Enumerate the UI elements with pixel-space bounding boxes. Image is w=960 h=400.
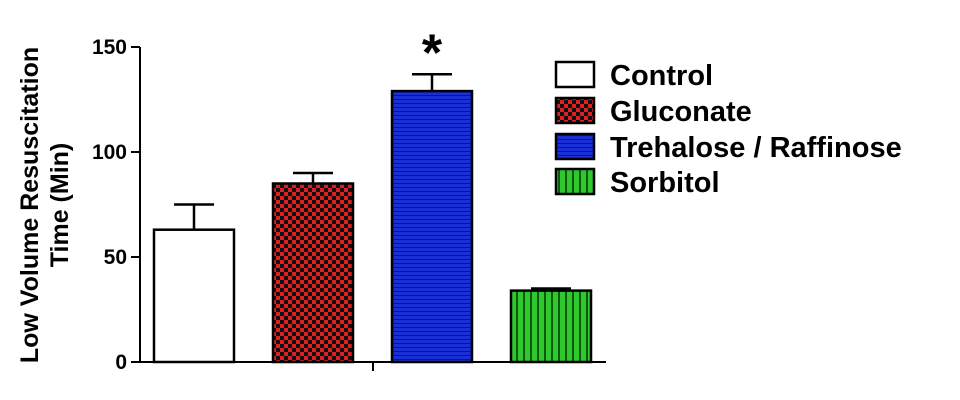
legend-label-trehalose-raffinose: Trehalose / Raffinose (610, 132, 902, 164)
bars-group (152, 89, 593, 364)
x-axis (140, 361, 606, 371)
error-bars-group (174, 73, 571, 291)
bar-control (152, 228, 236, 364)
y-axis-title-line-1: Low Volume Resuscitation (16, 47, 44, 363)
y-tick-label: 0 (115, 351, 127, 374)
legend-label-control: Control (610, 60, 713, 92)
y-tick-label: 50 (104, 246, 127, 269)
bar-gluconate (271, 182, 355, 364)
legend-swatch-control (554, 60, 596, 89)
legend-swatch-sorbitol (554, 167, 596, 196)
legend-swatch-gluconate (554, 96, 596, 125)
y-axis: 0 50 100 150 (92, 36, 141, 374)
bar-trehalose-raffinose (390, 89, 474, 364)
legend-swatch-trehalose-raffinose (554, 132, 596, 161)
y-tick-label: 150 (92, 36, 127, 59)
y-tick-label: 100 (92, 141, 127, 164)
annotations-group: * (422, 24, 443, 82)
y-axis-title-line-2: Time (Min) (46, 143, 74, 268)
significance-annotation: * (422, 24, 443, 82)
legend-label-gluconate: Gluconate (610, 96, 752, 128)
y-axis-title: Low Volume Resuscitation Time (Min) (16, 47, 74, 363)
bar-sorbitol (509, 289, 593, 364)
legend-label-sorbitol: Sorbitol (610, 167, 720, 199)
legend: Control Gluconate Trehalose / RaffinoseSor… (554, 60, 902, 199)
